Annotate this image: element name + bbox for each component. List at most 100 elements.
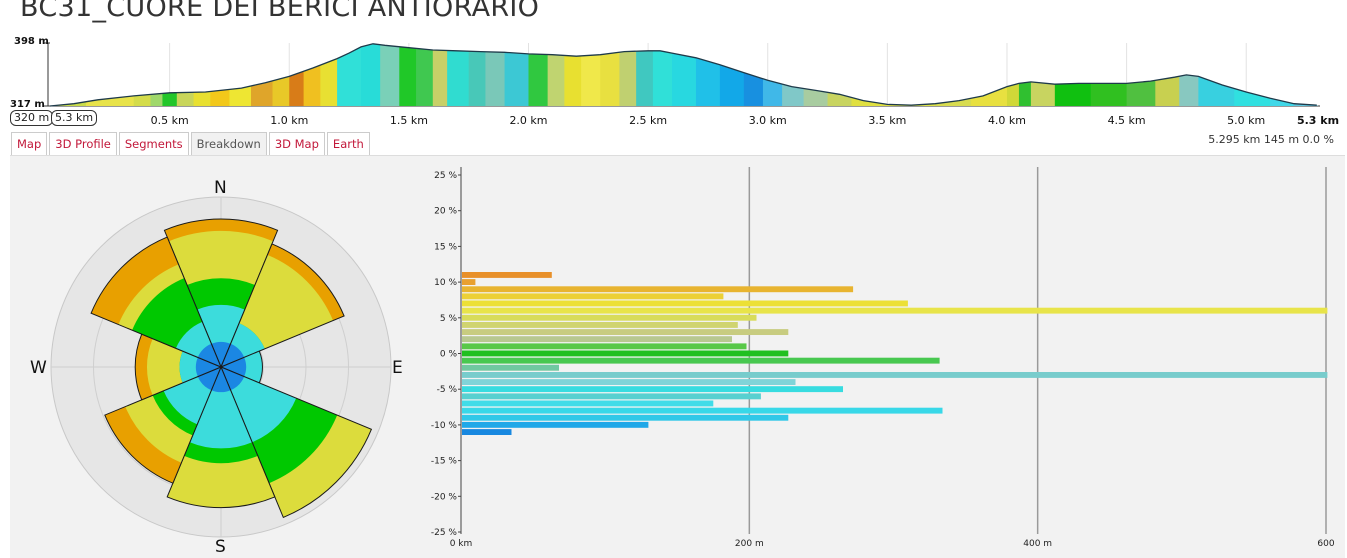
- y-tick-label: -20 %: [431, 492, 458, 502]
- y-tick-label: 0 %: [440, 350, 458, 360]
- rose-sector-outline: [104, 366, 222, 484]
- y-tick-label: -15 %: [431, 457, 458, 467]
- y-tick-label: -10 %: [431, 421, 458, 431]
- gradient-bar: [462, 314, 757, 321]
- tab-map[interactable]: Map: [11, 132, 48, 155]
- profile-color-segment: [1054, 43, 1092, 106]
- km-tick-label: 0.5 km: [151, 114, 189, 127]
- profile-color-segment: [1006, 43, 1020, 106]
- tab-3d-map[interactable]: 3D Map: [268, 132, 325, 155]
- profile-color-segment: [803, 43, 829, 106]
- profile-color-segment: [303, 43, 321, 106]
- gradient-bar: [462, 286, 854, 293]
- rose-sector-outline: [163, 218, 279, 369]
- gradient-bar: [462, 379, 796, 385]
- profile-color-segment: [176, 43, 195, 106]
- rose-sector-e-ring: [221, 357, 247, 377]
- profile-color-segment: [210, 43, 230, 106]
- rose-sector-outline: [134, 333, 223, 401]
- elevation-min-label: 317 m: [10, 99, 45, 110]
- gradient-bar: [462, 322, 738, 328]
- tab-segments[interactable]: Segments: [118, 132, 189, 155]
- current-elevation-badge: 320 m: [10, 110, 54, 126]
- profile-color-segment: [416, 43, 434, 106]
- gradient-bar: [462, 272, 552, 278]
- gradient-bar: [462, 357, 940, 364]
- direction-rose-chart: [50, 196, 392, 538]
- rose-sector-sw-ring: [197, 367, 221, 391]
- km-tick-label: 1.0 km: [270, 114, 308, 127]
- tab-3d-profile[interactable]: 3D Profile: [49, 132, 117, 155]
- gradient-bar: [462, 400, 714, 407]
- x-tick-label: 400 m: [1023, 539, 1052, 549]
- gradient-bar: [462, 350, 789, 357]
- current-distance-badge: 5.3 km: [51, 110, 98, 126]
- y-tick-label: 20 %: [434, 207, 457, 217]
- profile-color-segment: [1294, 43, 1318, 106]
- profile-color-segment: [581, 43, 601, 106]
- profile-color-segment: [899, 43, 936, 106]
- profile-color-segment: [337, 43, 362, 106]
- rose-sector-se-ring: [221, 367, 297, 443]
- profile-color-segment: [971, 43, 1008, 106]
- profile-color-segment: [636, 43, 654, 106]
- gradient-bar: [462, 364, 559, 371]
- gradient-bar: [462, 307, 1328, 314]
- view-tabs: Map 3D Profile Segments Breakdown 3D Map…: [11, 132, 372, 155]
- rose-sector-w-ring: [195, 357, 221, 377]
- tab-earth[interactable]: Earth: [326, 132, 370, 155]
- profile-color-segment: [272, 43, 290, 106]
- profile-color-segment: [468, 43, 486, 106]
- profile-color-segment: [1030, 43, 1056, 106]
- km-tick-label: 5.0 km: [1227, 114, 1265, 127]
- gradient-bar: [462, 407, 943, 414]
- gradient-bar: [462, 300, 908, 307]
- y-tick-label: -5 %: [437, 385, 458, 395]
- rose-sector-s-ring: [189, 367, 253, 449]
- profile-color-segment: [695, 43, 721, 106]
- rose-sector-s-ring: [211, 367, 231, 393]
- rose-label-west: W: [30, 358, 47, 378]
- y-tick-label: 5 %: [440, 314, 458, 324]
- rose-sector-outline: [166, 365, 276, 509]
- rose-label-south: S: [215, 537, 226, 557]
- profile-color-segment: [935, 43, 972, 106]
- profile-color-segment: [762, 43, 783, 106]
- x-tick-label: 600: [1317, 539, 1334, 549]
- profile-color-segment: [1270, 43, 1295, 106]
- km-tick-label: 3.0 km: [749, 114, 787, 127]
- gradient-bar: [462, 293, 724, 300]
- profile-color-segment: [1126, 43, 1156, 106]
- profile-color-segment: [432, 43, 448, 106]
- profile-color-segment: [150, 43, 163, 106]
- profile-color-segment: [619, 43, 637, 106]
- rose-sector-outline: [90, 236, 222, 368]
- y-tick-label: -25 %: [431, 528, 458, 538]
- profile-color-segment: [504, 43, 529, 106]
- profile-color-segment: [250, 43, 273, 106]
- profile-color-segment: [672, 43, 697, 106]
- profile-color-segment: [485, 43, 506, 106]
- km-tick-label: 2.0 km: [509, 114, 547, 127]
- profile-color-segment: [361, 43, 381, 106]
- x-tick-label: 0 km: [450, 539, 473, 549]
- route-stats: 5.295 km 145 m 0.0 %: [1208, 133, 1334, 146]
- y-tick-label: 25 %: [434, 171, 457, 181]
- profile-color-segment: [320, 43, 338, 106]
- gradient-bar: [462, 414, 789, 421]
- elevation-profile[interactable]: 0.5 km 1.0 km 1.5 km 2.0 km 2.5 km 3.0 km 3.5 …: [0, 36, 1347, 132]
- tab-breakdown[interactable]: Breakdown: [190, 132, 267, 155]
- gradient-bar: [462, 429, 512, 435]
- profile-color-segment: [229, 43, 252, 106]
- gradient-breakdown-chart: 0 km 200 m 400 m 600 25 % 20 % 15 % 10 % 5 % 0 % -…: [431, 167, 1335, 549]
- profile-color-segment: [564, 43, 582, 106]
- profile-color-segment: [380, 43, 400, 106]
- profile-color-segment: [1179, 43, 1199, 106]
- gradient-bar: [462, 329, 789, 335]
- gradient-bar: [462, 343, 747, 350]
- elevation-max-label: 398 m: [14, 36, 49, 47]
- gradient-bar: [462, 386, 843, 393]
- km-tick-label: 4.0 km: [988, 114, 1026, 127]
- profile-color-segment: [1090, 43, 1128, 106]
- profile-color-segment: [193, 43, 211, 106]
